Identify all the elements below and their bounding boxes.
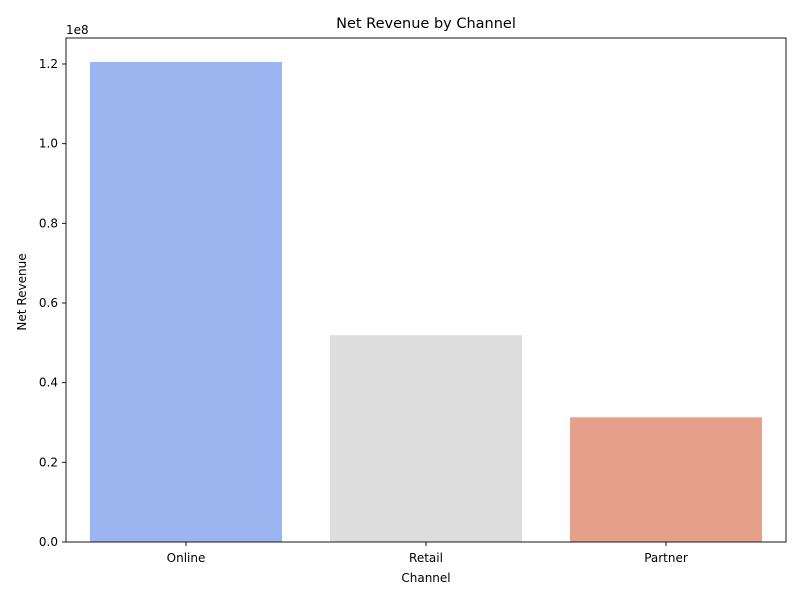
bars: [90, 62, 762, 542]
bar-retail: [330, 335, 522, 542]
x-axis-ticks: Online Retail Partner: [167, 542, 688, 565]
bar-online: [90, 62, 282, 542]
chart-title: Net Revenue by Channel: [336, 16, 516, 32]
x-axis-label: Channel: [401, 571, 450, 585]
y-axis-label: Net Revenue: [15, 253, 29, 330]
y-tick-label: 0.2: [39, 455, 58, 469]
y-tick-label: 0.4: [39, 376, 58, 390]
plot-frame: [65, 37, 787, 543]
bar-partner: [570, 417, 762, 542]
y-axis-ticks: 0.0 0.2 0.4 0.6 0.8 1.0 1.2: [39, 57, 66, 549]
y-tick-label: 0.8: [39, 216, 58, 230]
x-tick-label-online: Online: [167, 551, 206, 565]
y-tick-label: 0.6: [39, 296, 58, 310]
x-tick-label-partner: Partner: [644, 551, 688, 565]
y-tick-label: 0.0: [39, 535, 58, 549]
axes-frame: [65, 37, 787, 543]
x-tick-label-retail: Retail: [409, 551, 443, 565]
y-tick-label: 1.2: [39, 57, 58, 71]
y-axis-offset-label: 1e8: [66, 23, 89, 37]
y-tick-label: 1.0: [39, 137, 58, 151]
